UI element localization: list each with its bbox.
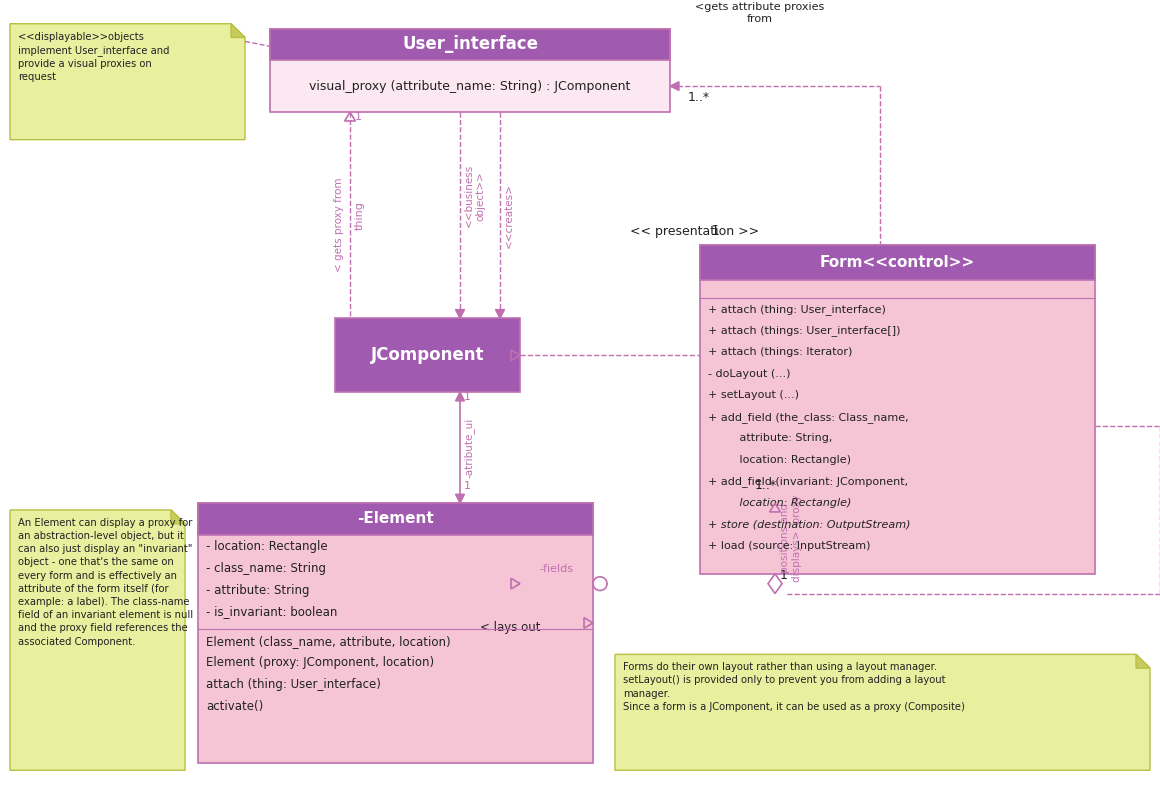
Text: thing: thing xyxy=(355,201,365,230)
Text: + store (destination: OutputStream): + store (destination: OutputStream) xyxy=(708,520,911,530)
Text: + add_field (invariant: JComponent,: + add_field (invariant: JComponent, xyxy=(708,476,908,487)
Text: activate(): activate() xyxy=(206,700,263,713)
Bar xyxy=(699,244,1095,280)
Bar xyxy=(270,28,670,112)
Text: Form<<control>>: Form<<control>> xyxy=(820,255,976,270)
Text: -fields: -fields xyxy=(539,564,573,574)
Text: -atribute_ui: -atribute_ui xyxy=(464,417,474,478)
Text: positions and
displays> -proxy: positions and displays> -proxy xyxy=(780,494,802,582)
Polygon shape xyxy=(10,510,184,770)
Text: < gets proxy from: < gets proxy from xyxy=(334,178,345,272)
Polygon shape xyxy=(456,392,464,401)
Polygon shape xyxy=(670,82,679,90)
Text: User_interface: User_interface xyxy=(403,35,538,53)
Polygon shape xyxy=(495,310,505,318)
Bar xyxy=(699,244,1095,574)
Text: <<creates>: <<creates> xyxy=(503,183,514,248)
Text: + setLayout (...): + setLayout (...) xyxy=(708,390,799,400)
Polygon shape xyxy=(615,655,1150,770)
Text: + add_field (the_class: Class_name,: + add_field (the_class: Class_name, xyxy=(708,412,908,423)
Text: - is_invariant: boolean: - is_invariant: boolean xyxy=(206,605,338,619)
Text: <<displayable>>objects
implement User_interface and
provide a visual proxies on
: <<displayable>>objects implement User_in… xyxy=(19,31,169,82)
Text: 1: 1 xyxy=(710,224,719,238)
Text: < lays out: < lays out xyxy=(480,621,541,634)
Bar xyxy=(198,503,593,763)
Polygon shape xyxy=(10,24,245,140)
Text: <<business
object>>: <<business object>> xyxy=(464,164,486,227)
Text: - attribute: String: - attribute: String xyxy=(206,584,310,597)
Text: + load (source: InputStream): + load (source: InputStream) xyxy=(708,542,870,552)
Text: 1..*: 1..* xyxy=(688,91,710,104)
Text: + attach (things: Iterator): + attach (things: Iterator) xyxy=(708,347,853,357)
Text: 1: 1 xyxy=(355,112,362,122)
Polygon shape xyxy=(768,574,782,593)
Text: location: Rectangle): location: Rectangle) xyxy=(708,498,851,509)
Text: << presentation >>: << presentation >> xyxy=(630,225,759,238)
Text: + attach (things: User_interface[]): + attach (things: User_interface[]) xyxy=(708,325,900,336)
Text: 1: 1 xyxy=(780,569,788,582)
Polygon shape xyxy=(456,494,464,503)
Bar xyxy=(335,318,520,392)
Text: + attach (thing: User_interface): + attach (thing: User_interface) xyxy=(708,303,886,314)
Bar xyxy=(270,28,670,60)
Polygon shape xyxy=(456,310,464,318)
Polygon shape xyxy=(1136,655,1150,668)
Text: 1..*: 1..* xyxy=(755,479,777,492)
Text: visual_proxy (attribute_name: String) : JComponent: visual_proxy (attribute_name: String) : … xyxy=(310,79,631,93)
Text: 1: 1 xyxy=(464,481,471,491)
Text: attribute: String,: attribute: String, xyxy=(708,433,833,443)
Polygon shape xyxy=(171,510,184,523)
Text: 1: 1 xyxy=(464,392,471,402)
Bar xyxy=(198,503,593,534)
Circle shape xyxy=(593,577,607,590)
Text: - class_name: String: - class_name: String xyxy=(206,562,326,575)
Text: JComponent: JComponent xyxy=(371,347,484,364)
Text: - doLayout (...): - doLayout (...) xyxy=(708,369,790,379)
Text: - location: Rectangle: - location: Rectangle xyxy=(206,541,327,553)
Text: -Element: -Element xyxy=(357,512,434,527)
Polygon shape xyxy=(231,24,245,38)
Text: Forms do their own layout rather than using a layout manager.
setLayout() is pro: Forms do their own layout rather than us… xyxy=(623,663,965,712)
Text: Element (proxy: JComponent, location): Element (proxy: JComponent, location) xyxy=(206,656,434,670)
Text: <gets attribute proxies
from: <gets attribute proxies from xyxy=(695,2,825,24)
Text: An Element can display a proxy for
an abstraction-level object, but it
can also : An Element can display a proxy for an ab… xyxy=(19,518,193,647)
Text: location: Rectangle): location: Rectangle) xyxy=(708,455,851,465)
Text: Element (class_name, attribute, location): Element (class_name, attribute, location… xyxy=(206,635,450,648)
Text: attach (thing: User_interface): attach (thing: User_interface) xyxy=(206,678,380,691)
